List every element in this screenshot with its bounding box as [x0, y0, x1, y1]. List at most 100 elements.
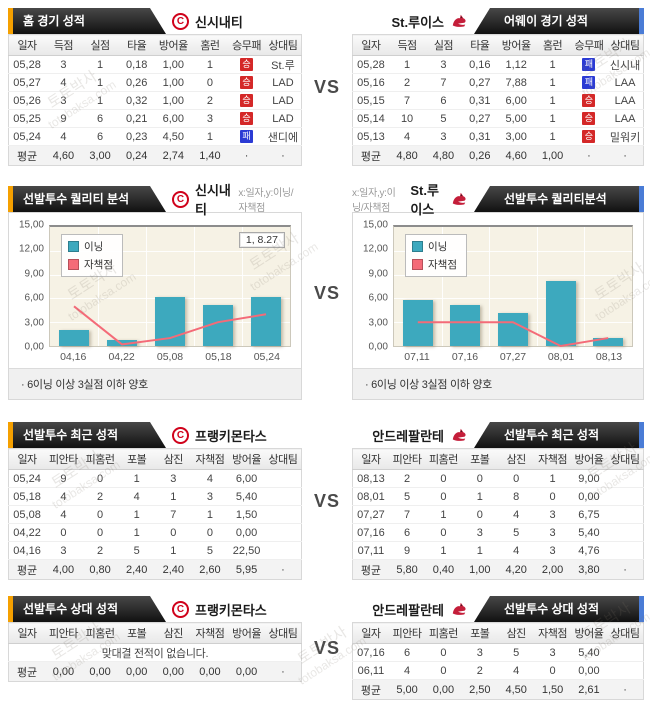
legend-swatch — [68, 259, 79, 270]
reds-logo-icon: C — [172, 190, 189, 208]
column-header: 삼진 — [155, 448, 192, 470]
column-header: 피홈런 — [81, 448, 119, 470]
reds-logo-icon: C — [172, 426, 189, 444]
table-row: 05,28 1 3 0,16 1,12 1 패 신시내 — [352, 55, 644, 74]
empty-message: 맞대결 전적이 없습니다. — [8, 643, 302, 662]
x-tick-label: 05,24 — [253, 350, 280, 363]
table-row: 05,28 3 1 0,18 1,00 1 승 St.루 — [8, 55, 302, 74]
win-badge: 승 — [240, 58, 254, 71]
quality-left-tab: 선발투수 퀄리티 분석 — [8, 186, 166, 212]
column-header: 삼진 — [498, 622, 535, 644]
home-record-panel: 홈 경기 성적 C 신시내티 일자 득점 실점 타율 방어율 홈런 승무패 상대팀 05,28 3… — [8, 8, 302, 166]
gridline — [242, 227, 243, 346]
column-header: 실점 — [425, 34, 462, 56]
column-header: 상대팀 — [607, 34, 644, 56]
column-header: 일자 — [352, 622, 389, 644]
orange-accent-bar — [8, 596, 13, 622]
column-header: 피안타 — [45, 448, 82, 470]
column-header: 삼진 — [155, 622, 192, 644]
legend-item: 자책점 — [412, 257, 457, 272]
pitcher-versus-right-panel: 안드레팔란테 선발투수 상대 성적 일자 피안타 피홈런 포볼 삼진 자책점 방어율 상대팀 0… — [352, 596, 644, 700]
orange-accent-bar — [8, 422, 13, 448]
cardinals-logo-icon — [450, 427, 468, 443]
win-badge: 승 — [240, 76, 254, 89]
win-badge: 승 — [240, 112, 254, 125]
blue-accent-bar — [639, 422, 644, 448]
away-record-header: St.루이스 어웨이 경기 성적 — [352, 8, 644, 34]
y-tick-label: 0,00 — [24, 341, 44, 353]
average-row: 평균 4,00 0,80 2,40 2,40 2,60 5,95 · — [8, 559, 302, 580]
pitcher-name: 프랭키몬타스 — [195, 428, 267, 444]
home-record-table: 일자 득점 실점 타율 방어율 홈런 승무패 상대팀 05,28 3 1 0,18 1,00 1 승 St.루… — [8, 34, 302, 166]
legend-swatch — [412, 241, 423, 252]
gridline — [394, 274, 632, 276]
pitcher-recent-left-table: 일자 피안타 피홈런 포볼 삼진 자책점 방어율 상대팀 05,24 9 0 1 3 4 6,00 05,1… — [8, 448, 302, 580]
table-row: 07,11 9 1 1 4 3 4,76 — [352, 541, 644, 560]
column-header: 포볼 — [461, 448, 498, 470]
win-badge: 승 — [582, 112, 596, 125]
column-header: 일자 — [8, 622, 46, 644]
recent-left-header: 선발투수 최근 성적 C 프랭키몬타스 — [8, 422, 302, 448]
x-tick-label: 07,27 — [499, 350, 527, 363]
column-header: 타율 — [118, 34, 155, 56]
pitcher-versus-right-table: 일자 피안타 피홈런 포볼 삼진 자책점 방어율 상대팀 07,16 6 0 3 5 3 5,40 06,1… — [352, 622, 644, 700]
vs-label: VS — [313, 76, 340, 97]
column-header: 피안타 — [388, 448, 426, 470]
table-row: 05,15 7 6 0,31 6,00 1 승 LAA — [352, 91, 644, 110]
table-row: 05,08 4 0 1 7 1 1,50 — [8, 505, 302, 524]
reds-logo-icon: C — [172, 12, 189, 30]
table-row: 07,27 7 1 0 4 3 6,75 — [352, 505, 644, 524]
pitcher-name: 안드레팔란테 — [372, 428, 444, 444]
home-record-header: 홈 경기 성적 C 신시내티 — [8, 8, 302, 34]
column-header: 방어율 — [570, 448, 608, 470]
innings-bar — [450, 305, 481, 346]
chart-note: · 6이닝 이상 3실점 이하 양호 — [9, 368, 301, 399]
legend-item: 이닝 — [68, 239, 113, 254]
win-badge: 승 — [582, 130, 596, 143]
column-header: 일자 — [8, 34, 46, 56]
team-name: St.루이스 — [410, 183, 439, 217]
column-header: 자책점 — [191, 448, 229, 470]
gridline — [50, 274, 290, 276]
pitcher-recent-right-table: 일자 피안타 피홈런 포볼 삼진 자책점 방어율 상대팀 08,13 2 0 0 0 1 9,00 08,0… — [352, 448, 644, 580]
legend-item: 이닝 — [412, 239, 457, 254]
x-tick-label: 07,16 — [451, 350, 479, 363]
y-tick-label: 15,00 — [362, 219, 388, 231]
innings-bar — [251, 297, 281, 346]
y-axis: 15,00 12,00 9,00 6,00 3,00 0,00 — [11, 220, 49, 353]
cardinals-logo-icon — [450, 601, 468, 617]
column-header: 상대팀 — [607, 448, 644, 470]
column-header: 방어율 — [228, 448, 265, 470]
column-header: 방어율 — [498, 34, 535, 56]
lose-badge: 패 — [582, 76, 596, 89]
column-header: 득점 — [45, 34, 82, 56]
pitcher-recent-right-panel: 안드레팔란테 선발투수 최근 성적 일자 피안타 피홈런 포볼 삼진 자책점 방어율 상대팀 0… — [352, 422, 644, 580]
legend-item: 자책점 — [68, 257, 113, 272]
tab-label: 선발투수 상대 성적 — [23, 602, 118, 616]
column-header: 득점 — [388, 34, 426, 56]
table-row: 05,24 4 6 0,23 4,50 1 패 샌디에 — [8, 127, 302, 146]
cardinals-logo-icon — [450, 191, 468, 207]
blue-accent-bar — [639, 596, 644, 622]
legend-label: 자책점 — [84, 259, 113, 271]
table-row: 05,13 4 3 0,31 3,00 1 승 밀워키 — [352, 127, 644, 146]
quality-chart-left: 15,00 12,00 9,00 6,00 3,00 0,00 이닝 자책점 1, 8.27 04… — [8, 212, 302, 400]
y-tick-label: 6,00 — [368, 292, 388, 304]
legend-label: 이닝 — [428, 241, 448, 253]
recent-right-header: 안드레팔란테 선발투수 최근 성적 — [352, 422, 644, 448]
x-tick-label: 05,08 — [156, 350, 184, 363]
team-name: 신시내티 — [195, 14, 243, 30]
earned-runs-line — [394, 227, 632, 346]
vs-label: VS — [313, 282, 340, 303]
gridline — [441, 227, 443, 346]
column-header: 포볼 — [461, 622, 498, 644]
column-header: 자책점 — [534, 448, 571, 470]
y-tick-label: 9,00 — [24, 268, 44, 280]
quality-right-tab: 선발투수 퀄리티분석 — [474, 186, 644, 212]
column-header: 피홈런 — [425, 448, 462, 470]
legend-label: 자책점 — [428, 259, 457, 271]
pitcher-versus-left-table: 일자 피안타 피홈런 포볼 삼진 자책점 방어율 상대팀 맞대결 전적이 없습니다. 평균 0,00… — [8, 622, 302, 682]
column-header: 방어율 — [155, 34, 192, 56]
